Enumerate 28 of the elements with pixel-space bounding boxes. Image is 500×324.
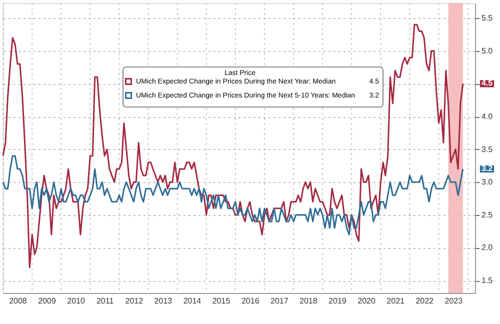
y-tick-label: 5.0 [482,46,494,56]
line-series [2,155,464,236]
y-tick-label: 3.5 [482,144,494,154]
y-tick-label: 5.5 [482,14,494,23]
x-tick-label: 2019 [328,296,347,306]
x-tick-label: 2022 [416,296,434,306]
x-tick-label: 2014 [183,296,202,306]
text: 3.2 [481,164,494,173]
x-tick-label: 2023 [444,296,464,306]
x-tick-label: 2012 [125,296,144,306]
y-tick-label: 1.5 [482,276,494,286]
x-tick-label: 2010 [67,296,86,306]
x-tick-label: 2018 [300,296,318,306]
y-tick-label: 2.0 [482,243,494,252]
x-tick-label: 2011 [96,296,114,306]
line-series [2,24,464,268]
y-tick-label: 2.5 [482,210,494,220]
x-tick-label: 2016 [241,296,260,306]
x-tick-label: 2009 [38,296,56,306]
y-tick-label: 4.0 [482,112,494,122]
y-tick-label: 3.0 [482,178,494,187]
x-tick-label: 2020 [358,296,376,306]
x-tick-label: 2021 [386,296,406,306]
text: 4.5 [481,78,494,88]
x-tick-label: 2013 [154,296,173,306]
x-tick-label: 2017 [270,296,289,306]
x-tick-label: 2015 [212,296,231,306]
x-tick-label: 2008 [9,296,28,306]
